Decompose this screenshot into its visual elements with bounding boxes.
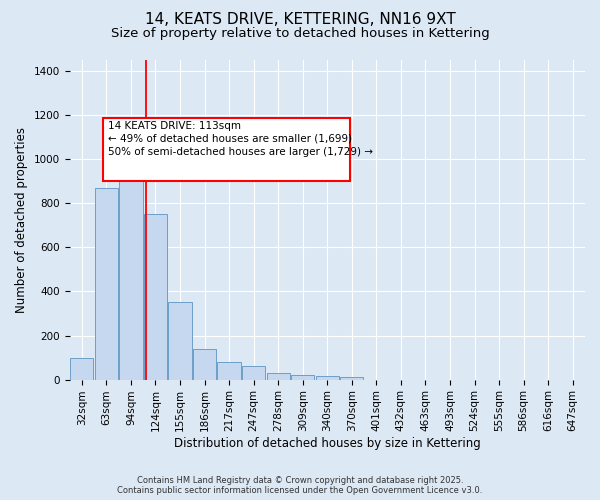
Text: Size of property relative to detached houses in Kettering: Size of property relative to detached ho… — [110, 28, 490, 40]
Bar — [70, 358, 94, 380]
Bar — [169, 302, 191, 380]
Bar — [316, 376, 339, 380]
Text: 14, KEATS DRIVE, KETTERING, NN16 9XT: 14, KEATS DRIVE, KETTERING, NN16 9XT — [145, 12, 455, 28]
Bar — [144, 214, 167, 380]
Bar — [266, 373, 290, 380]
Bar — [217, 362, 241, 380]
Text: Contains HM Land Registry data © Crown copyright and database right 2025.
Contai: Contains HM Land Registry data © Crown c… — [118, 476, 482, 495]
Bar — [291, 375, 314, 380]
Bar — [95, 188, 118, 380]
X-axis label: Distribution of detached houses by size in Kettering: Distribution of detached houses by size … — [174, 437, 481, 450]
FancyBboxPatch shape — [103, 118, 350, 182]
Bar — [119, 126, 143, 380]
Bar — [242, 366, 265, 380]
Text: 14 KEATS DRIVE: 113sqm
← 49% of detached houses are smaller (1,699)
50% of semi-: 14 KEATS DRIVE: 113sqm ← 49% of detached… — [108, 120, 373, 157]
Bar — [340, 378, 364, 380]
Bar — [193, 348, 216, 380]
Y-axis label: Number of detached properties: Number of detached properties — [15, 127, 28, 313]
